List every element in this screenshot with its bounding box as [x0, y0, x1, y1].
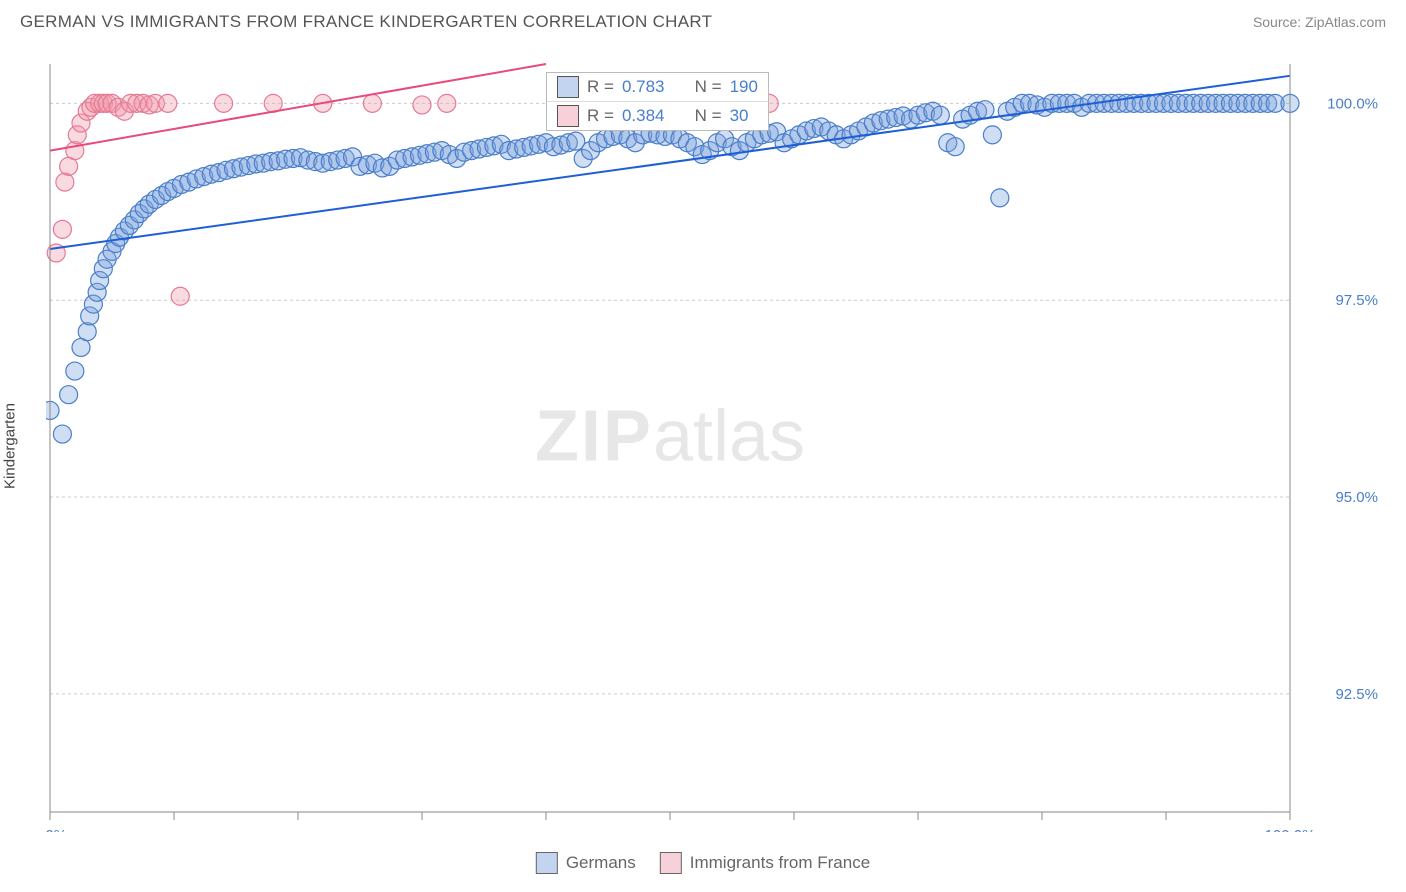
- stats-row: R = 0.783 N = 190: [547, 73, 768, 102]
- legend-label: Germans: [566, 853, 636, 873]
- data-point: [413, 96, 431, 114]
- x-tick-label: 100.0%: [1265, 827, 1316, 832]
- stats-row: R = 0.384 N = 30: [547, 102, 768, 130]
- data-point: [946, 138, 964, 156]
- data-point: [215, 94, 233, 112]
- correlation-stats-box: R = 0.783 N = 190R = 0.384 N = 30: [546, 72, 769, 131]
- data-point: [66, 362, 84, 380]
- y-tick-label: 95.0%: [1335, 489, 1378, 506]
- legend-item: Immigrants from France: [660, 852, 870, 874]
- data-point: [60, 386, 78, 404]
- chart-title: GERMAN VS IMMIGRANTS FROM FRANCE KINDERG…: [20, 12, 712, 32]
- source-link[interactable]: ZipAtlas.com: [1305, 14, 1386, 30]
- scatter-plot: 92.5% 95.0% 97.5% 100.0% ZIPatlas 0.0% 100.0%: [46, 48, 1386, 832]
- data-point: [159, 94, 177, 112]
- y-tick-label: 92.5%: [1335, 686, 1378, 703]
- series-legend: Germans Immigrants from France: [536, 852, 870, 874]
- data-point: [991, 189, 1009, 207]
- data-point: [171, 287, 189, 305]
- data-point: [438, 94, 456, 112]
- data-point: [976, 101, 994, 119]
- legend-swatch: [536, 852, 558, 874]
- data-point: [983, 126, 1001, 144]
- data-point: [46, 401, 59, 419]
- data-point: [931, 106, 949, 124]
- legend-swatch: [557, 105, 579, 127]
- y-axis-label: Kindergarten: [2, 403, 19, 489]
- y-tick-label: 100.0%: [1327, 95, 1378, 112]
- legend-item: Germans: [536, 852, 636, 874]
- chart-header: GERMAN VS IMMIGRANTS FROM FRANCE KINDERG…: [0, 0, 1406, 36]
- data-point: [53, 220, 71, 238]
- legend-swatch: [557, 76, 579, 98]
- chart-area: 92.5%95.0%97.5%100.0%ZIPatlas0.0%100.0% …: [46, 48, 1386, 832]
- y-tick-label: 97.5%: [1335, 292, 1378, 309]
- data-point: [363, 94, 381, 112]
- watermark: ZIPatlas: [535, 396, 805, 476]
- data-point: [78, 323, 96, 341]
- legend-swatch: [660, 852, 682, 874]
- legend-label: Immigrants from France: [690, 853, 870, 873]
- data-point: [56, 173, 74, 191]
- data-point: [53, 425, 71, 443]
- x-tick-label: 0.0%: [46, 827, 67, 832]
- source-attribution: Source: ZipAtlas.com: [1253, 14, 1386, 30]
